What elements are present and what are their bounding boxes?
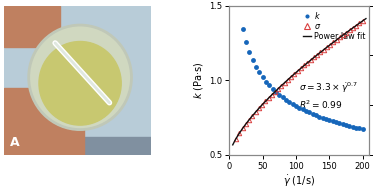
Y-axis label: $k$ (Pa·s): $k$ (Pa·s)	[192, 62, 205, 99]
Circle shape	[29, 25, 132, 130]
X-axis label: $\dot{\gamma}$ (1/s): $\dot{\gamma}$ (1/s)	[283, 174, 316, 189]
Circle shape	[39, 42, 121, 125]
Bar	[4, 6, 60, 47]
Bar	[4, 137, 151, 155]
Text: $R^2 = 0.99$: $R^2 = 0.99$	[300, 98, 343, 111]
Text: A: A	[10, 136, 19, 149]
Bar	[4, 88, 85, 155]
Legend: $k$, $\sigma$, Power law fit: $k$, $\sigma$, Power law fit	[303, 10, 365, 41]
Text: $\sigma = 3.3 \times \dot{\gamma}^{0.7}$: $\sigma = 3.3 \times \dot{\gamma}^{0.7}$	[300, 80, 358, 95]
